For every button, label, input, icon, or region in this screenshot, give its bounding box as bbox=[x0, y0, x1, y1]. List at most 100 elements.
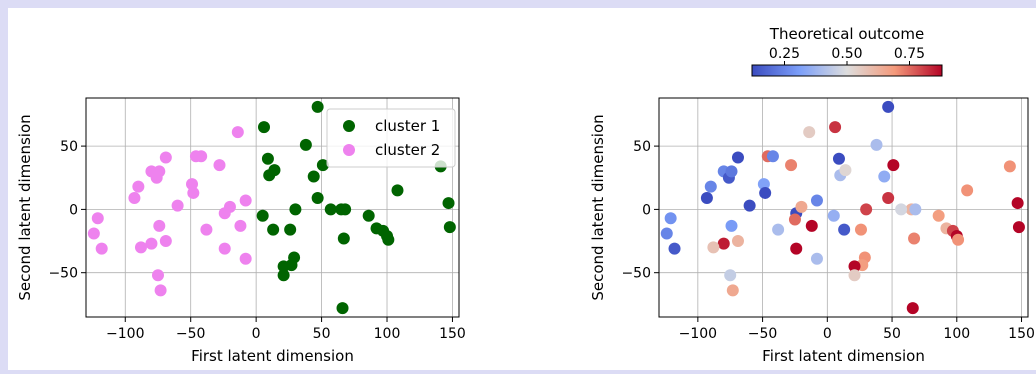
data-point bbox=[810, 252, 823, 265]
data-point bbox=[725, 219, 738, 232]
point-cluster-2 bbox=[153, 165, 166, 178]
x-tick-label: 50 bbox=[883, 326, 901, 342]
data-point bbox=[724, 269, 737, 282]
data-point bbox=[731, 235, 744, 248]
data-point bbox=[664, 212, 677, 225]
point-cluster-1 bbox=[261, 152, 274, 165]
point-cluster-2 bbox=[132, 180, 145, 193]
data-point bbox=[827, 209, 840, 222]
point-cluster-2 bbox=[218, 242, 231, 255]
data-point bbox=[668, 242, 681, 255]
point-cluster-1 bbox=[339, 203, 352, 216]
data-point bbox=[854, 223, 867, 236]
x-axis-label: First latent dimension bbox=[191, 347, 354, 365]
point-cluster-2 bbox=[153, 219, 166, 232]
point-cluster-2 bbox=[187, 186, 200, 199]
y-axis-label: Second latent dimension bbox=[589, 114, 607, 300]
point-cluster-1 bbox=[382, 233, 395, 246]
point-cluster-1 bbox=[391, 184, 404, 197]
point-cluster-1 bbox=[299, 138, 312, 151]
axes-frame bbox=[85, 97, 460, 318]
figure-svg: −100 −50 0 50 100 150 −50 0 50 First latent dimen… bbox=[16, 25, 1035, 365]
data-point bbox=[908, 232, 921, 245]
colorbar-tick-label: 0.75 bbox=[894, 46, 925, 62]
point-cluster-1 bbox=[277, 269, 290, 282]
data-point bbox=[860, 203, 873, 216]
colorbar: 0.25 0.50 0.75 Theoretical outcome bbox=[751, 25, 943, 77]
point-cluster-1 bbox=[256, 209, 269, 222]
data-point bbox=[707, 241, 720, 254]
legend-marker bbox=[343, 120, 355, 132]
data-point bbox=[810, 194, 823, 207]
point-cluster-1 bbox=[316, 159, 329, 172]
data-point bbox=[906, 302, 919, 315]
chart-panel-2: −100 −50 0 50 100 150 −50 0 50 First latent dimen… bbox=[589, 25, 1035, 365]
data-point bbox=[660, 227, 673, 240]
legend-label: cluster 2 bbox=[375, 141, 440, 159]
y-axis-label: Second latent dimension bbox=[16, 114, 34, 300]
data-point bbox=[743, 199, 756, 212]
data-point bbox=[725, 165, 738, 178]
point-cluster-2 bbox=[128, 192, 141, 205]
point-cluster-1 bbox=[289, 203, 302, 216]
data-point bbox=[759, 186, 772, 199]
x-tick-label: 100 bbox=[943, 326, 970, 342]
data-point bbox=[1012, 221, 1025, 234]
x-axis-label: First latent dimension bbox=[762, 347, 925, 365]
x-tick-label: −100 bbox=[106, 326, 144, 342]
data-point bbox=[790, 242, 803, 255]
x-tick-label: 100 bbox=[374, 326, 401, 342]
legend-label: cluster 1 bbox=[375, 117, 440, 135]
point-cluster-2 bbox=[154, 284, 167, 297]
colorbar-tick-label: 0.50 bbox=[831, 46, 862, 62]
data-point bbox=[805, 219, 818, 232]
x-tick-label: 150 bbox=[439, 326, 466, 342]
point-cluster-1 bbox=[284, 223, 297, 236]
x-tick-label: −50 bbox=[748, 326, 778, 342]
point-cluster-2 bbox=[87, 227, 100, 240]
point-cluster-2 bbox=[213, 159, 226, 172]
y-tick-label: −50 bbox=[621, 266, 651, 282]
data-point bbox=[839, 164, 852, 177]
data-point bbox=[717, 237, 730, 250]
data-point bbox=[961, 184, 974, 197]
data-point bbox=[700, 192, 713, 205]
y-tick-label: −50 bbox=[48, 266, 78, 282]
point-cluster-1 bbox=[257, 121, 270, 134]
chart-panel-1: −100 −50 0 50 100 150 −50 0 50 First latent dimen… bbox=[16, 97, 466, 365]
data-point bbox=[766, 150, 779, 163]
y-tick-label: 50 bbox=[633, 139, 651, 155]
point-cluster-2 bbox=[231, 126, 244, 139]
data-point bbox=[803, 126, 816, 139]
point-cluster-1 bbox=[307, 170, 320, 183]
data-point bbox=[882, 192, 895, 205]
point-cluster-1 bbox=[267, 223, 280, 236]
colorbar-bar bbox=[751, 64, 943, 77]
x-tick-label: 150 bbox=[1008, 326, 1035, 342]
data-point bbox=[829, 121, 842, 134]
data-point bbox=[757, 178, 770, 191]
point-cluster-2 bbox=[145, 237, 158, 250]
data-point bbox=[895, 203, 908, 216]
data-point bbox=[785, 159, 798, 172]
data-point bbox=[1011, 197, 1024, 210]
data-point bbox=[887, 159, 900, 172]
x-tick-label: 0 bbox=[252, 326, 261, 342]
data-point bbox=[952, 233, 965, 246]
axes-frame bbox=[658, 97, 1029, 318]
x-tick-label: −50 bbox=[176, 326, 206, 342]
y-tick-label: 0 bbox=[642, 202, 651, 218]
point-cluster-1 bbox=[442, 197, 455, 210]
point-cluster-1 bbox=[277, 260, 290, 273]
point-cluster-1 bbox=[336, 302, 349, 315]
data-point bbox=[932, 209, 945, 222]
data-point bbox=[772, 223, 785, 236]
x-tick-label: 0 bbox=[823, 326, 832, 342]
figure-canvas: −100 −50 0 50 100 150 −50 0 50 First latent dimen… bbox=[8, 8, 1036, 370]
data-point bbox=[882, 100, 895, 113]
data-point bbox=[878, 170, 891, 183]
point-cluster-1 bbox=[268, 164, 281, 177]
point-cluster-2 bbox=[223, 200, 236, 213]
data-point bbox=[704, 180, 717, 193]
data-point bbox=[848, 260, 861, 273]
